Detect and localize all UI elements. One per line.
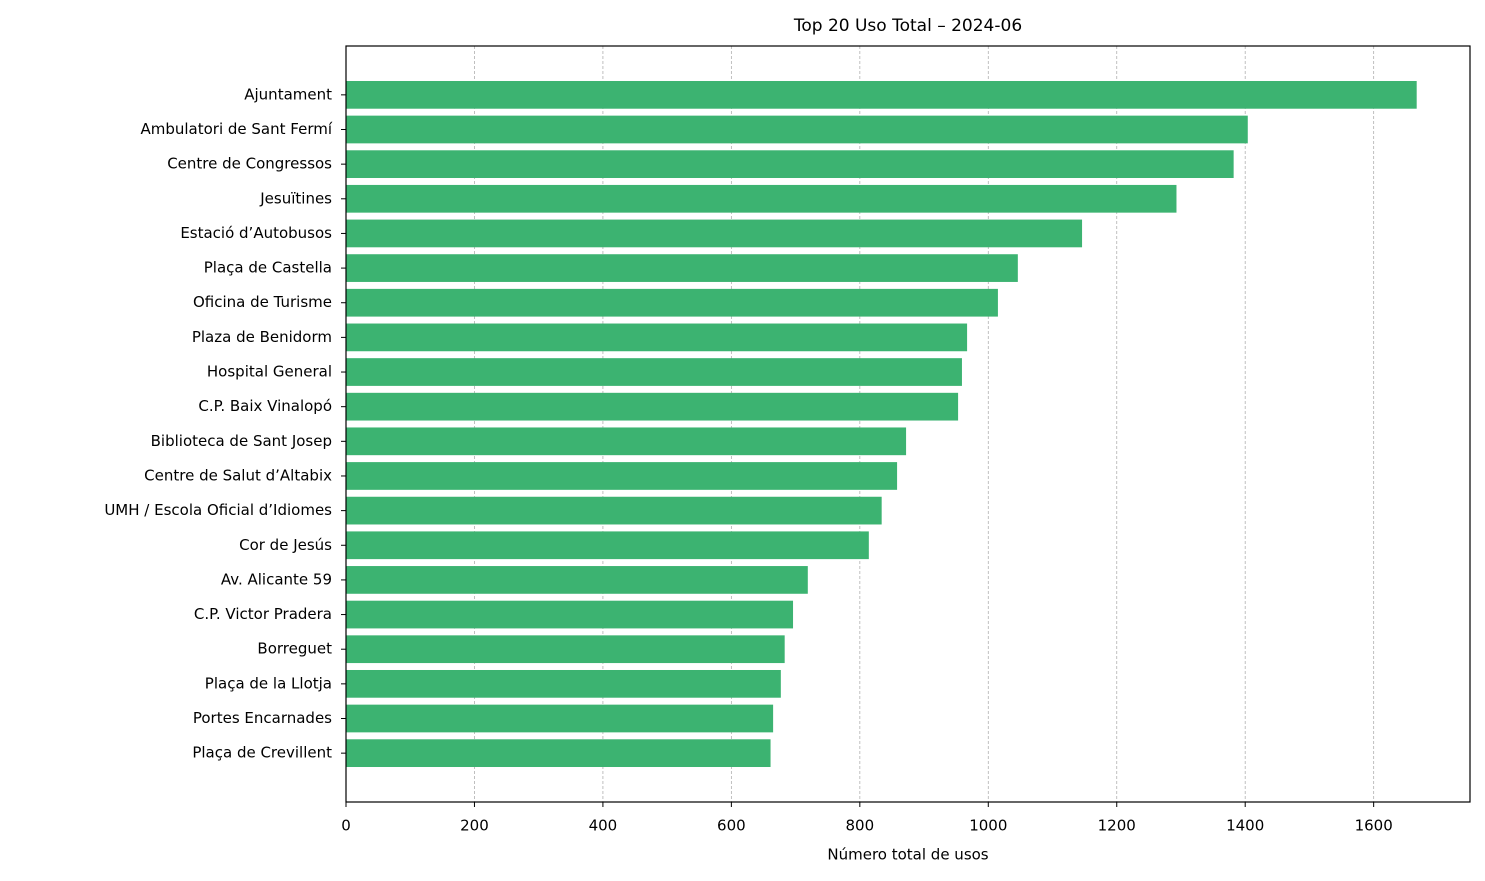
- bar: [346, 739, 771, 768]
- x-tick-label: 600: [717, 817, 746, 835]
- x-tick-label: 1600: [1355, 817, 1393, 835]
- bar: [346, 323, 968, 352]
- bar: [346, 150, 1234, 179]
- y-tick-label: Biblioteca de Sant Josep: [151, 432, 332, 450]
- bar: [346, 531, 869, 560]
- y-tick-label: Ajuntament: [244, 85, 332, 103]
- x-axis-label: Número total de usos: [827, 846, 988, 864]
- x-tick-label: 200: [460, 817, 489, 835]
- bar: [346, 566, 808, 594]
- bar: [346, 392, 959, 421]
- y-tick-label: Plaça de Castella: [204, 259, 332, 277]
- y-tick-label: Oficina de Turisme: [193, 293, 332, 311]
- y-tick-label: Plaça de Crevillent: [192, 744, 332, 762]
- y-tick-label: Cor de Jesús: [239, 536, 332, 554]
- bar: [346, 358, 962, 386]
- bar: [346, 704, 774, 733]
- bar: [346, 669, 781, 698]
- y-tick-label: Plaça de la Llotja: [205, 674, 332, 692]
- x-tick-label: 1200: [1098, 817, 1136, 835]
- bar: [346, 600, 794, 629]
- x-tick-label: 1000: [969, 817, 1007, 835]
- y-tick-label: Borreguet: [257, 640, 332, 658]
- y-tick-label: C.P. Victor Pradera: [194, 605, 332, 623]
- x-tick-label: 0: [341, 817, 351, 835]
- bar: [346, 80, 1417, 109]
- x-tick-label: 1400: [1226, 817, 1264, 835]
- chart-title: Top 20 Uso Total – 2024-06: [793, 16, 1022, 36]
- y-tick-label: Estació d’Autobusos: [180, 224, 332, 242]
- bar: [346, 462, 898, 490]
- bar: [346, 288, 998, 317]
- y-tick-label: Portes Encarnades: [193, 709, 332, 727]
- bar: [346, 219, 1083, 248]
- y-tick-label: Plaza de Benidorm: [192, 328, 332, 346]
- y-tick-label: Av. Alicante 59: [221, 570, 332, 588]
- bar: [346, 184, 1177, 213]
- bar: [346, 115, 1248, 144]
- bar: [346, 635, 785, 664]
- bar: [346, 496, 882, 525]
- plot-frame: [345, 45, 1471, 803]
- y-tick-label: C.P. Baix Vinalopó: [198, 397, 332, 415]
- y-tick-label: Hospital General: [207, 363, 332, 381]
- y-tick-label: Jesuïtines: [259, 189, 332, 207]
- bar: [346, 254, 1018, 282]
- y-tick-label: Centre de Salut d’Altabix: [144, 466, 332, 484]
- bar: [346, 427, 907, 456]
- y-tick-label: Centre de Congressos: [167, 155, 332, 173]
- y-tick-label: UMH / Escola Oficial d’Idiomes: [104, 501, 332, 519]
- x-tick-label: 800: [846, 817, 875, 835]
- y-tick-label: Ambulatori de Sant Fermí: [140, 120, 332, 138]
- x-tick-label: 400: [589, 817, 618, 835]
